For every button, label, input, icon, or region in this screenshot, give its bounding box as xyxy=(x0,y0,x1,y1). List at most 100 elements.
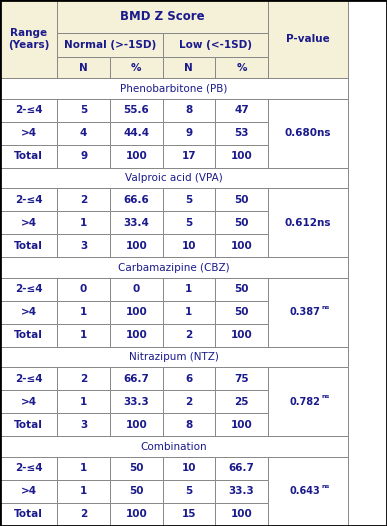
Bar xyxy=(57,278,110,301)
Bar xyxy=(163,413,215,437)
Bar xyxy=(163,301,215,324)
Text: 3: 3 xyxy=(80,241,87,251)
Text: 17: 17 xyxy=(182,151,196,161)
Text: 1: 1 xyxy=(185,307,192,317)
Text: 1: 1 xyxy=(80,463,87,473)
Bar xyxy=(57,33,163,57)
Text: 50: 50 xyxy=(234,218,249,228)
Text: 8: 8 xyxy=(185,105,192,115)
Bar xyxy=(163,324,215,347)
Text: 33.4: 33.4 xyxy=(123,218,149,228)
Bar xyxy=(268,278,348,347)
Text: >4: >4 xyxy=(21,397,37,407)
Text: 0: 0 xyxy=(80,284,87,294)
Bar xyxy=(110,57,163,78)
Text: 2-≤4: 2-≤4 xyxy=(15,195,43,205)
Bar xyxy=(0,301,57,324)
Text: Range
(Years): Range (Years) xyxy=(8,28,49,50)
Text: P-value: P-value xyxy=(286,34,330,44)
Bar xyxy=(215,367,268,390)
Text: %: % xyxy=(236,63,247,73)
Text: 100: 100 xyxy=(125,307,147,317)
Text: 47: 47 xyxy=(234,105,249,115)
Text: 100: 100 xyxy=(231,420,252,430)
Bar xyxy=(110,390,163,413)
Text: Nitrazipum (NTZ): Nitrazipum (NTZ) xyxy=(129,352,219,362)
Bar xyxy=(110,457,163,480)
Text: Total: Total xyxy=(14,420,43,430)
Text: 1: 1 xyxy=(80,397,87,407)
Bar xyxy=(0,278,57,301)
Bar xyxy=(215,301,268,324)
Bar xyxy=(110,480,163,503)
Bar xyxy=(268,367,348,437)
Bar xyxy=(268,457,348,526)
Bar xyxy=(0,99,57,122)
Text: >4: >4 xyxy=(21,307,37,317)
Bar xyxy=(57,503,110,526)
Text: 5: 5 xyxy=(185,218,192,228)
Text: 5: 5 xyxy=(185,195,192,205)
Text: Total: Total xyxy=(14,241,43,251)
Bar xyxy=(163,188,215,211)
Bar xyxy=(215,278,268,301)
Bar xyxy=(110,234,163,257)
Text: 66.6: 66.6 xyxy=(123,195,149,205)
Text: 44.4: 44.4 xyxy=(123,128,149,138)
Bar xyxy=(0,347,348,367)
Text: 1: 1 xyxy=(185,284,192,294)
Bar xyxy=(0,503,57,526)
Text: 3: 3 xyxy=(80,420,87,430)
Text: 0.612ns: 0.612ns xyxy=(285,218,331,228)
Bar xyxy=(57,480,110,503)
Text: 1: 1 xyxy=(80,487,87,497)
Bar xyxy=(163,457,215,480)
Text: Low (<-1SD): Low (<-1SD) xyxy=(179,40,252,50)
Text: 2: 2 xyxy=(185,330,192,340)
Text: 4: 4 xyxy=(80,128,87,138)
Text: 66.7: 66.7 xyxy=(229,463,254,473)
Text: 100: 100 xyxy=(231,330,252,340)
Text: 8: 8 xyxy=(185,420,192,430)
Text: 100: 100 xyxy=(231,241,252,251)
Text: Valproic acid (VPA): Valproic acid (VPA) xyxy=(125,173,223,183)
Text: Total: Total xyxy=(14,330,43,340)
Bar xyxy=(57,122,110,145)
Bar xyxy=(0,367,57,390)
Text: 2-≤4: 2-≤4 xyxy=(15,463,43,473)
Text: 10: 10 xyxy=(182,463,196,473)
Text: ns: ns xyxy=(322,394,330,399)
Bar xyxy=(215,390,268,413)
Bar xyxy=(0,122,57,145)
Text: >4: >4 xyxy=(21,218,37,228)
Text: ns: ns xyxy=(322,305,330,310)
Text: 0.643: 0.643 xyxy=(289,487,320,497)
Text: N: N xyxy=(185,63,193,73)
Text: %: % xyxy=(131,63,142,73)
Bar xyxy=(110,324,163,347)
Text: 50: 50 xyxy=(234,307,249,317)
Text: 75: 75 xyxy=(234,374,249,384)
Bar xyxy=(57,301,110,324)
Bar xyxy=(215,188,268,211)
Bar xyxy=(110,301,163,324)
Bar xyxy=(268,99,348,168)
Bar xyxy=(57,57,110,78)
Bar xyxy=(0,437,348,457)
Text: >4: >4 xyxy=(21,128,37,138)
Bar xyxy=(57,99,110,122)
Bar xyxy=(110,122,163,145)
Bar xyxy=(215,57,268,78)
Bar xyxy=(110,503,163,526)
Bar xyxy=(163,99,215,122)
Text: 100: 100 xyxy=(125,420,147,430)
Text: 1: 1 xyxy=(80,330,87,340)
Bar xyxy=(0,145,57,168)
Bar xyxy=(215,413,268,437)
Bar xyxy=(163,211,215,234)
Bar xyxy=(0,390,57,413)
Text: 2-≤4: 2-≤4 xyxy=(15,105,43,115)
Bar xyxy=(57,0,268,33)
Bar xyxy=(57,234,110,257)
Text: 0: 0 xyxy=(133,284,140,294)
